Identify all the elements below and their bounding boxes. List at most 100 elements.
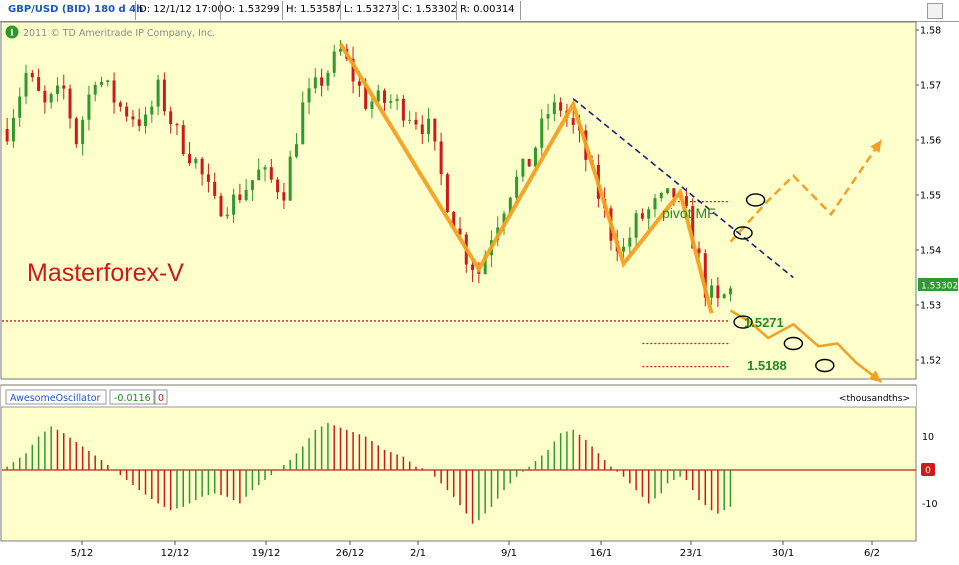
- candle-up: [56, 86, 59, 94]
- candle-up: [647, 209, 650, 218]
- x-tick-label: 23/1: [680, 548, 702, 559]
- x-tick-label: 12/12: [161, 548, 190, 559]
- candle-down: [6, 129, 9, 141]
- candle-up: [653, 198, 656, 209]
- candle-up: [157, 80, 160, 107]
- candle-down: [698, 248, 701, 253]
- candle-up: [729, 288, 732, 294]
- oscillator-units: <thousandths>: [839, 394, 910, 404]
- candle-up: [289, 157, 292, 201]
- candle-up: [333, 52, 336, 73]
- candle-down: [31, 73, 34, 77]
- candle-up: [660, 193, 663, 198]
- candle-down: [559, 102, 562, 110]
- info-glyph: i: [10, 29, 14, 39]
- x-tick-label: 6/2: [864, 548, 880, 559]
- oscillator-value: -0.0116: [114, 393, 151, 404]
- candle-down: [219, 196, 222, 216]
- candle-down: [43, 91, 46, 103]
- candle-up: [12, 118, 15, 142]
- candle-up: [232, 195, 235, 215]
- y-tick-label: 1.54: [920, 246, 941, 257]
- candle-down: [238, 195, 241, 201]
- candle-up: [100, 82, 103, 85]
- y-tick-label: 1.56: [920, 136, 941, 147]
- candle-down: [119, 103, 122, 107]
- oscillator-panel: [1, 385, 916, 541]
- candle-down: [75, 118, 78, 144]
- candle-up: [553, 102, 556, 114]
- oscillator-value2: 0: [158, 393, 164, 404]
- x-tick-label: 9/1: [501, 548, 517, 559]
- zero-tag: 0: [921, 463, 935, 476]
- oscillator-tick-label: 10: [922, 432, 934, 443]
- candle-up: [251, 180, 254, 190]
- candle-up: [396, 99, 399, 101]
- y-tick-label: 1.53: [920, 301, 941, 312]
- candle-up: [264, 167, 267, 169]
- candle-down: [37, 77, 40, 91]
- candle-up: [94, 85, 97, 95]
- candle-down: [201, 159, 204, 175]
- candle-down: [402, 99, 405, 121]
- candle-up: [408, 120, 411, 121]
- copyright-note: i 2011 © TD Ameritrade IP Company, Inc.: [6, 26, 216, 40]
- candle-up: [534, 148, 537, 167]
- candle-up: [301, 102, 304, 144]
- candle-down: [358, 81, 361, 85]
- candle-down: [163, 80, 166, 112]
- x-tick-label: 19/12: [252, 548, 281, 559]
- y-tick-label: 1.52: [920, 356, 941, 367]
- candle-up: [370, 102, 373, 109]
- candle-down: [169, 111, 172, 124]
- y-tick-label: 1.58: [920, 26, 941, 37]
- candle-down: [282, 192, 285, 200]
- candle-up: [226, 215, 229, 217]
- candle-down: [131, 116, 134, 119]
- candle-up: [723, 294, 726, 298]
- candle-down: [125, 107, 128, 117]
- candle-down: [528, 159, 531, 167]
- candle-down: [213, 182, 216, 196]
- candle-up: [308, 88, 311, 102]
- candle-up: [666, 188, 669, 193]
- x-tick-label: 2/1: [410, 548, 426, 559]
- candle-up: [540, 119, 543, 148]
- candle-down: [175, 124, 178, 125]
- candle-down: [182, 125, 185, 154]
- candle-up: [87, 95, 90, 120]
- candle-down: [69, 89, 72, 119]
- candle-up: [150, 107, 153, 115]
- candle-up: [339, 49, 342, 52]
- candle-down: [188, 154, 191, 163]
- level-label-upper: 1.5271: [744, 315, 784, 330]
- candle-down: [446, 174, 449, 212]
- y-tick-label: 1.57: [920, 81, 941, 92]
- y-tick-label: 1.55: [920, 191, 941, 202]
- candle-up: [547, 114, 550, 118]
- candle-down: [716, 285, 719, 298]
- pivot-label: pivot MF: [662, 205, 716, 221]
- candle-up: [106, 80, 109, 82]
- candle-down: [471, 265, 474, 271]
- candle-down: [62, 86, 65, 89]
- oscillator-name: AwesomeOscillator: [10, 393, 101, 404]
- x-tick-label: 30/1: [772, 548, 794, 559]
- x-tick-label: 5/12: [71, 548, 93, 559]
- candle-up: [635, 213, 638, 237]
- candle-up: [622, 247, 625, 252]
- candle-up: [326, 73, 329, 86]
- candle-up: [427, 119, 430, 134]
- candle-down: [383, 90, 386, 102]
- candle-up: [389, 101, 392, 103]
- candle-up: [81, 120, 84, 144]
- level-label-lower: 1.5188: [747, 358, 787, 373]
- candle-down: [270, 167, 273, 179]
- candle-up: [245, 190, 248, 200]
- candle-up: [521, 159, 524, 177]
- candle-up: [515, 177, 518, 198]
- watermark-text: Masterforex-V: [27, 259, 184, 287]
- candle-down: [421, 125, 424, 134]
